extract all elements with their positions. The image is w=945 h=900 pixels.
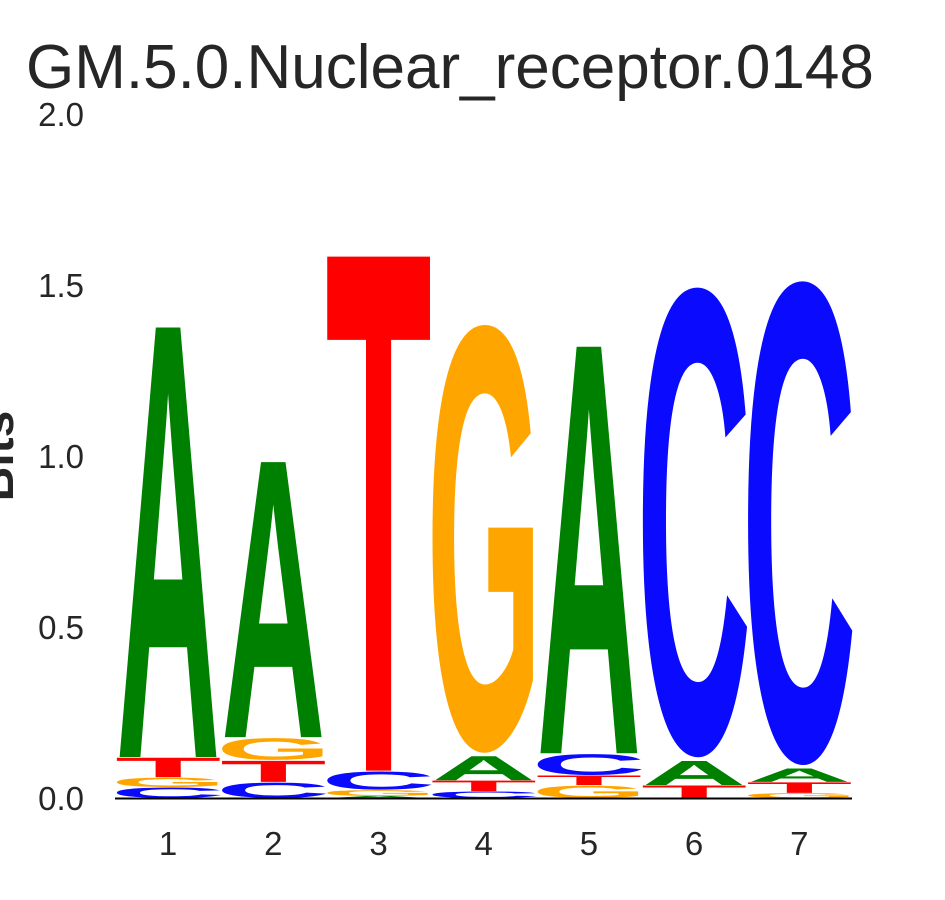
logo-letter-C-pos3: C xyxy=(321,766,436,795)
y-tick-label-1.5: 1.5 xyxy=(38,267,84,304)
logo-letter-C-pos6: C xyxy=(636,151,751,892)
x-tick-label-4: 4 xyxy=(475,825,493,862)
logo-letter-A-pos4: A xyxy=(432,749,536,788)
logo-letter-G-pos2: G xyxy=(216,732,332,766)
x-tick-label-7: 7 xyxy=(790,825,808,862)
logo-letter-G-pos4: G xyxy=(426,202,542,876)
x-tick-label-3: 3 xyxy=(369,825,387,862)
logo-letter-T-pos6: T xyxy=(641,782,748,802)
logo-letter-T-pos5: T xyxy=(536,773,643,788)
x-tick-label-5: 5 xyxy=(580,825,598,862)
logo-letter-A-pos2: A xyxy=(221,375,325,822)
y-axis-ticks: 0.0 0.5 1.0 1.5 2.0 xyxy=(38,96,84,817)
x-axis-ticks: 1 2 3 4 5 6 7 xyxy=(159,825,809,862)
y-axis-label: Bits xyxy=(0,411,24,502)
logo-letter-G-pos3: G xyxy=(321,788,437,797)
logo-letter-G-pos7: G xyxy=(742,792,858,800)
x-tick-label-2: 2 xyxy=(264,825,282,862)
y-tick-label-1.0: 1.0 xyxy=(38,438,84,475)
logo-letter-T-pos7: T xyxy=(746,779,853,796)
x-tick-label-6: 6 xyxy=(685,825,703,862)
logo-letter-A-pos3: A xyxy=(326,795,430,798)
logo-letter-C-pos7: C xyxy=(742,141,857,900)
logo-letter-T-pos2: T xyxy=(220,754,327,788)
logo-letter-T-pos1: T xyxy=(115,752,222,783)
logo-letter-C-pos1: C xyxy=(110,785,225,801)
y-tick-label-0.0: 0.0 xyxy=(38,780,84,817)
logo-letter-A-pos7: A xyxy=(747,764,851,786)
y-tick-label-0.5: 0.5 xyxy=(38,609,84,646)
logo-letter-G-pos1: G xyxy=(111,775,227,790)
chart-title: GM.5.0.Nuclear_receptor.0148 xyxy=(26,33,874,102)
logo-letter-C-pos4: C xyxy=(426,790,541,800)
x-tick-label-1: 1 xyxy=(159,825,177,862)
logo-letter-T-pos3: T xyxy=(325,94,432,900)
logo-letter-A-pos5: A xyxy=(537,220,641,879)
logo-letter-A-pos1: A xyxy=(116,193,220,890)
logo-letter-T-pos4: T xyxy=(430,777,537,794)
y-tick-label-2.0: 2.0 xyxy=(38,96,84,133)
logo-letter-C-pos5: C xyxy=(531,748,646,781)
logo-letter-G-pos5: G xyxy=(532,782,648,801)
logo-letter-A-pos6: A xyxy=(642,754,746,793)
